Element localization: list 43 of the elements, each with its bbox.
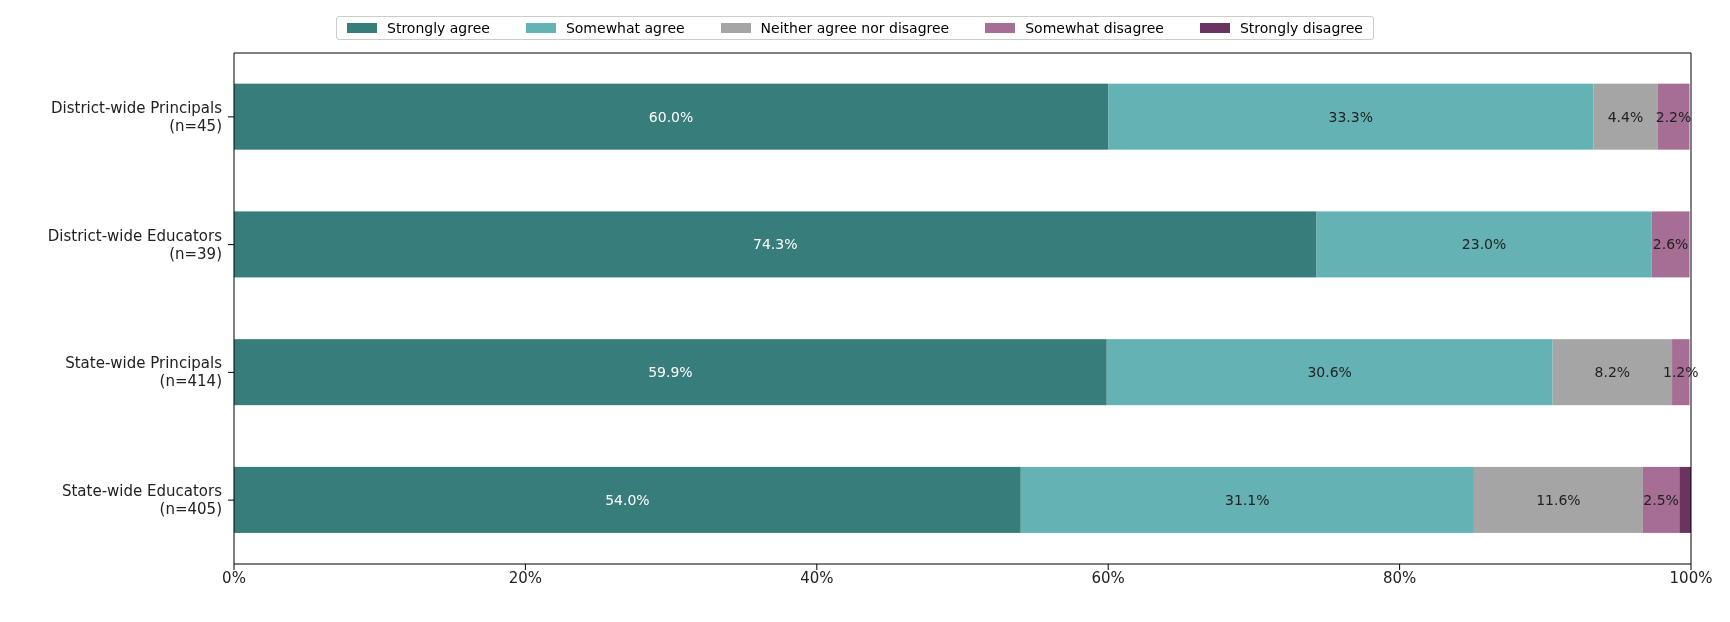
data-label: 11.6% xyxy=(1536,491,1581,508)
bar xyxy=(234,466,1021,533)
x-tick-label: 20% xyxy=(508,568,543,587)
bar xyxy=(1642,466,1680,533)
data-label: 2.5% xyxy=(1643,491,1679,508)
data-label: 31.1% xyxy=(1225,491,1270,508)
bar xyxy=(234,211,1317,278)
bar xyxy=(1651,211,1690,278)
data-label: 59.9% xyxy=(648,364,693,381)
bar xyxy=(1316,211,1652,278)
data-label: 74.3% xyxy=(753,236,798,253)
bar xyxy=(1020,466,1474,533)
data-label: 4.4% xyxy=(1607,108,1644,125)
data-label: 23.0% xyxy=(1461,236,1507,253)
bar xyxy=(1593,83,1658,150)
x-tick-label: 80% xyxy=(1382,568,1417,587)
x-tick-label: 100% xyxy=(1669,568,1713,587)
y-tick-label: State-wide Educators (n=405) xyxy=(61,482,223,519)
bar xyxy=(234,339,1107,406)
data-label: 30.6% xyxy=(1307,364,1352,381)
legend-label: Strongly disagree xyxy=(1239,20,1363,36)
bar xyxy=(1657,83,1690,150)
data-label: 54.0% xyxy=(605,491,650,508)
data-label: 60.0% xyxy=(648,108,694,125)
legend-label: Somewhat disagree xyxy=(1024,20,1164,36)
x-tick-label: 60% xyxy=(1091,568,1125,587)
legend-label: Somewhat agree xyxy=(564,20,685,36)
bar xyxy=(1679,466,1691,533)
x-tick-label: 40% xyxy=(800,568,834,587)
bar xyxy=(1106,339,1553,406)
data-label: 8.2% xyxy=(1594,364,1631,381)
data-label: 2.2% xyxy=(1655,108,1692,125)
x-tick-label: 0% xyxy=(222,568,246,587)
bar xyxy=(234,83,1109,150)
data-label: 2.6% xyxy=(1652,236,1689,253)
y-tick-label: State-wide Principals (n=414) xyxy=(65,354,223,391)
data-label: 33.3% xyxy=(1328,108,1374,125)
bar xyxy=(1108,83,1594,150)
legend-label: Strongly agree xyxy=(386,20,490,36)
legend-label: Neither agree nor disagree xyxy=(759,20,950,36)
bar xyxy=(1473,466,1643,533)
y-tick-label: District-wide Educators (n=39) xyxy=(47,226,223,263)
y-tick-label: District-wide Principals (n=45) xyxy=(51,98,223,135)
